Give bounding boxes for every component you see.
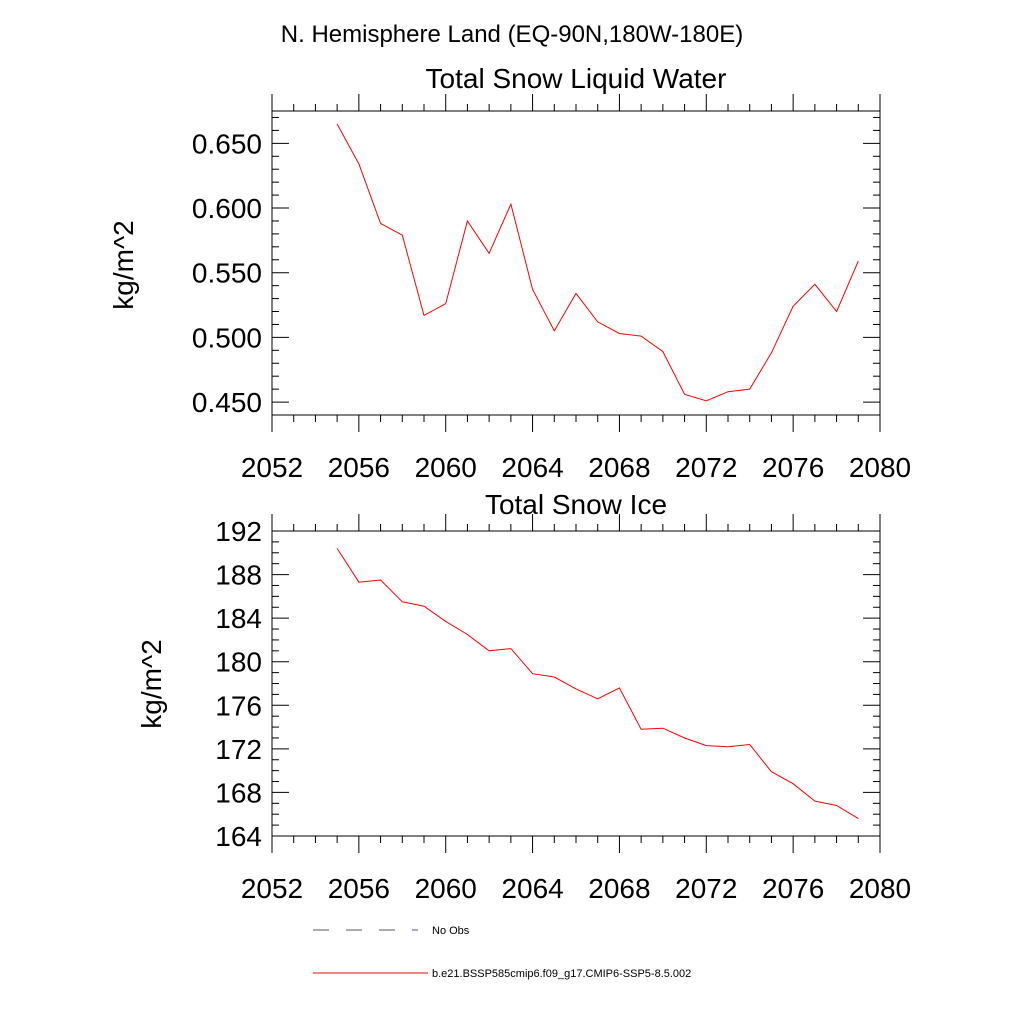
x-tick-label: 2052 xyxy=(241,873,303,904)
x-tick-label: 2064 xyxy=(501,452,563,483)
y-tick-label: 168 xyxy=(215,777,262,808)
y-tick-label: 188 xyxy=(215,560,262,591)
y-tick-label: 172 xyxy=(215,734,262,765)
y-tick-label: 164 xyxy=(215,821,262,852)
x-tick-label: 2060 xyxy=(415,873,477,904)
series-line xyxy=(336,548,859,820)
x-tick-label: 2076 xyxy=(762,452,824,483)
legend-label-no-obs: No Obs xyxy=(432,925,470,937)
x-tick-label: 2056 xyxy=(328,873,390,904)
x-tick-label: 2064 xyxy=(501,873,563,904)
legend-label-model-run: b.e21.BSSP585cmip6.f09_g17.CMIP6-SSP5-8.… xyxy=(432,968,691,980)
x-tick-label: 2080 xyxy=(849,452,911,483)
x-tick-label: 2072 xyxy=(675,873,737,904)
chart-title: Total Snow Ice xyxy=(485,489,667,520)
plot-frame xyxy=(271,110,881,416)
y-tick-label: 180 xyxy=(215,647,262,678)
figure-suptitle: N. Hemisphere Land (EQ-90N,180W-180E) xyxy=(281,21,743,48)
x-tick-label: 2072 xyxy=(675,452,737,483)
y-axis-label: kg/m^2 xyxy=(136,639,167,728)
y-tick-label: 0.650 xyxy=(192,128,262,159)
y-tick-label: 184 xyxy=(215,603,262,634)
y-tick-label: 0.550 xyxy=(192,258,262,289)
x-tick-label: 2068 xyxy=(588,452,650,483)
chart-panel-snow-ice: Total Snow Ice kg/m^2 2052 2056 2060 2064 20… xyxy=(136,489,911,904)
x-tick-label: 2068 xyxy=(588,873,650,904)
x-tick-label: 2076 xyxy=(762,873,824,904)
x-tick-label: 2060 xyxy=(415,452,477,483)
y-tick-label: 176 xyxy=(215,690,262,721)
x-tick-label: 2080 xyxy=(849,873,911,904)
y-tick-label: 0.450 xyxy=(192,387,262,418)
series-line xyxy=(336,123,859,402)
y-axis-label: kg/m^2 xyxy=(108,220,139,309)
y-tick-label: 0.600 xyxy=(192,193,262,224)
x-tick-label: 2052 xyxy=(241,452,303,483)
x-tick-label: 2056 xyxy=(328,452,390,483)
chart-panel-snow-liquid-water: Total Snow Liquid Water kg/m^2 2052 2056 2… xyxy=(108,63,911,483)
plot-frame xyxy=(271,530,881,837)
y-tick-label: 192 xyxy=(215,516,262,547)
y-tick-label: 0.500 xyxy=(192,322,262,353)
chart-title: Total Snow Liquid Water xyxy=(426,63,727,94)
legend: No Obs b.e21.BSSP585cmip6.f09_g17.CMIP6-… xyxy=(313,925,691,980)
